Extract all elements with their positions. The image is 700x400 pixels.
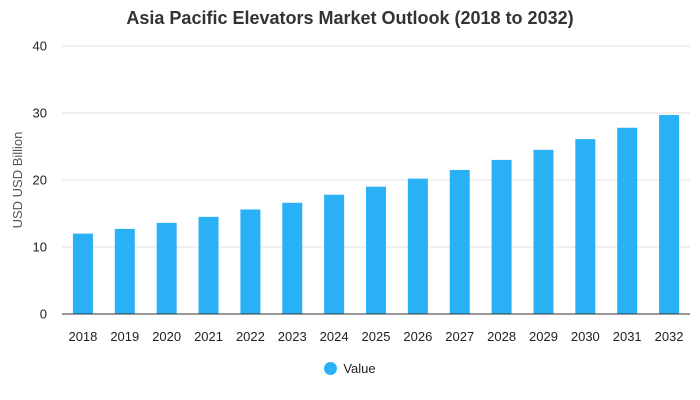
x-tick-label: 2030 xyxy=(571,329,600,344)
x-tick-label: 2023 xyxy=(278,329,307,344)
y-tick-label: 40 xyxy=(33,39,47,54)
x-tick-label: 2029 xyxy=(529,329,558,344)
bar-2027 xyxy=(449,169,470,314)
x-tick-label: 2027 xyxy=(445,329,474,344)
y-tick-label: 30 xyxy=(33,106,47,121)
y-tick-label: 10 xyxy=(33,240,47,255)
y-axis-title: USD USD Billion xyxy=(10,132,25,229)
x-tick-label: 2032 xyxy=(655,329,684,344)
x-tick-label: 2022 xyxy=(236,329,265,344)
x-tick-label: 2018 xyxy=(68,329,97,344)
x-tick-label: 2025 xyxy=(362,329,391,344)
bar-2020 xyxy=(156,222,177,314)
bar-2025 xyxy=(366,186,386,314)
x-tick-label: 2026 xyxy=(403,329,432,344)
bar-2032 xyxy=(659,115,680,314)
bar-2024 xyxy=(324,194,345,314)
x-tick-label: 2021 xyxy=(194,329,223,344)
bar-2026 xyxy=(407,178,428,314)
bar-2030 xyxy=(575,139,596,314)
y-tick-label: 20 xyxy=(33,173,47,188)
legend: Value xyxy=(0,361,700,376)
x-tick-label: 2028 xyxy=(487,329,516,344)
chart-title: Asia Pacific Elevators Market Outlook (2… xyxy=(126,8,574,28)
bar-2022 xyxy=(240,209,261,314)
bar-2023 xyxy=(282,202,303,314)
x-tick-labels: 2018 2019 2020 2021 2022 2023 2024 2025 2026 2027… xyxy=(68,329,683,344)
x-tick-label: 2020 xyxy=(152,329,181,344)
bar-2021 xyxy=(198,216,219,314)
x-tick-label: 2031 xyxy=(613,329,642,344)
x-tick-label: 2019 xyxy=(110,329,139,344)
bar-2028 xyxy=(491,159,512,314)
bar-2029 xyxy=(533,149,554,314)
bar-2031 xyxy=(617,127,638,315)
legend-label: Value xyxy=(343,361,376,376)
y-tick-label: 0 xyxy=(40,307,47,322)
x-tick-label: 2024 xyxy=(320,329,349,344)
bar-2018 xyxy=(72,233,93,314)
y-tick-labels: 0 10 20 30 40 xyxy=(33,39,47,322)
bar-2019 xyxy=(114,228,135,314)
bars xyxy=(72,115,680,315)
legend-swatch xyxy=(324,362,338,375)
